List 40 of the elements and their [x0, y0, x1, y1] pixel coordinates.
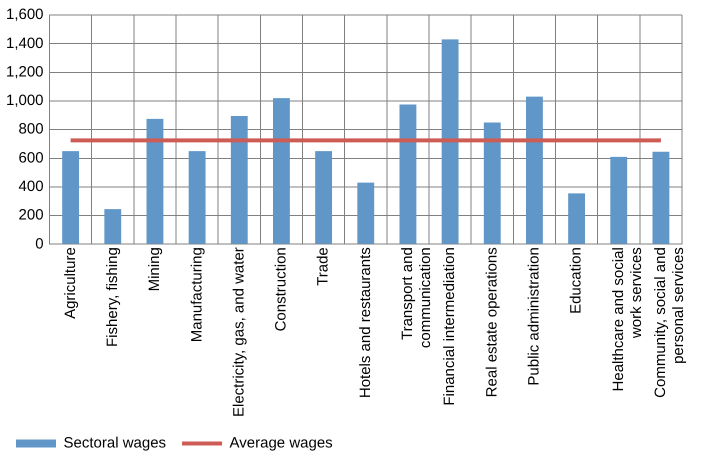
bar [273, 98, 290, 244]
legend-label: Average wages [230, 434, 333, 452]
bar [442, 39, 459, 244]
bar [146, 118, 164, 244]
x-tick-label: Financial intermediation [441, 247, 458, 406]
y-tick-label: 0 [35, 235, 44, 252]
bar [610, 156, 628, 244]
x-tick-label: Electricity, gas, and water [230, 247, 248, 418]
x-tick-label: Trade [314, 247, 332, 286]
x-tick-label: Construction [272, 247, 290, 332]
x-tick-label: Manufacturing [188, 247, 206, 342]
bar [230, 116, 248, 244]
x-tick-label: Agriculture [62, 247, 79, 319]
y-tick-label: 400 [18, 178, 44, 196]
x-tick-label: Healthcare and social work services [610, 247, 645, 392]
x-tick-label: Mining [146, 247, 164, 292]
x-tick-label: Public administration [526, 247, 543, 386]
x-tick-label: Real estate operations [483, 247, 500, 398]
x-tick-label: Fishery, fishing [104, 247, 121, 347]
y-tick-label: 1,200 [6, 63, 44, 80]
x-tick-label: Transport and communication [399, 247, 434, 348]
legend-label: Sectoral wages [64, 434, 166, 452]
bar [357, 182, 374, 244]
bar [104, 209, 122, 244]
y-tick-label: 200 [18, 206, 44, 224]
bar [526, 96, 543, 244]
y-tick-label: 1,400 [6, 34, 44, 52]
bar [62, 151, 80, 244]
y-tick-label: 1,600 [6, 6, 44, 24]
y-tick-label: 800 [18, 120, 44, 138]
bar [400, 104, 416, 244]
x-tick-label: Education [568, 247, 585, 314]
bar [315, 151, 332, 244]
x-tick-label: Hotels and restaurants [356, 247, 374, 398]
bar [652, 152, 670, 244]
bar [484, 122, 501, 244]
bar [188, 151, 206, 244]
y-tick-label: 1,000 [6, 92, 44, 110]
bar [568, 193, 586, 244]
y-tick-label: 600 [18, 149, 44, 166]
